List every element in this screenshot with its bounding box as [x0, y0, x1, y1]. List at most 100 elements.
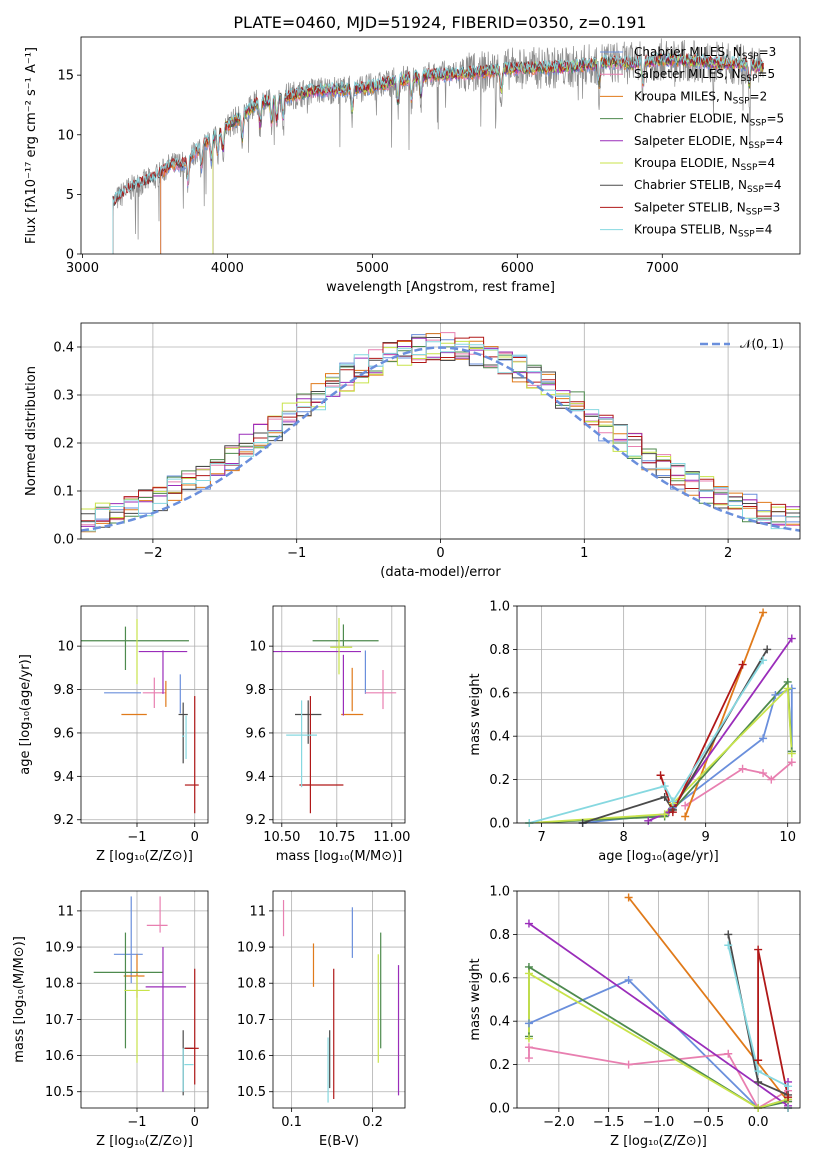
mass-weight-series-line — [659, 664, 744, 815]
mass-weight-point-marker — [681, 801, 690, 810]
legend-entry-name: Kroupa STELIB, N — [634, 223, 738, 237]
x-tick-label: 1 — [580, 546, 588, 561]
x-tick-label: 6000 — [501, 261, 534, 276]
y-tick-label: 15 — [57, 69, 74, 84]
legend-entry: Kroupa ELODIE, NSSP=4 — [634, 156, 775, 173]
mass-weight-point-marker — [784, 1093, 793, 1102]
mass-weight-series-line — [529, 659, 764, 823]
plot-frame — [516, 605, 801, 824]
mass-weight-point-marker — [624, 1060, 633, 1069]
mass-weight-point-marker — [759, 769, 768, 778]
y-tick-label: 10.8 — [45, 977, 74, 992]
x-axis-label: Z [log₁₀(Z/Z⊙)] — [96, 1134, 193, 1149]
plot-area-weight_vs_age — [529, 612, 793, 823]
mass-weight-point-marker — [524, 969, 533, 978]
y-tick-label: 0.0 — [489, 817, 510, 832]
legend-entry: Salpeter ELODIE, NSSP=4 — [634, 134, 783, 151]
legend-entry-sub: SSP — [741, 163, 758, 173]
legend-entry-name: Chabrier MILES, N — [634, 45, 742, 59]
legend-entry-sub: SSP — [746, 207, 763, 217]
y-tick-label: 0.8 — [489, 643, 510, 658]
y-tick-label: 10.6 — [237, 1049, 266, 1064]
plot-area-spectrum — [112, 38, 764, 254]
mass-weight-point-marker — [759, 608, 768, 617]
x-tick-label: −2 — [143, 546, 162, 561]
legend-entry-nssp: =4 — [765, 134, 783, 148]
mass-weight-point-marker — [754, 945, 763, 954]
y-tick-label: 0.2 — [53, 437, 74, 452]
plot-frame — [272, 605, 406, 824]
legend-entry-name: Salpeter MILES, N — [634, 67, 741, 81]
observed-spectrum-line — [112, 38, 764, 240]
x-tick-label: 11.00 — [373, 830, 410, 845]
mass-weight-point-marker — [524, 1019, 533, 1028]
model-spectrum-line — [112, 51, 764, 254]
legend-entry-nssp: =4 — [757, 156, 775, 170]
x-tick-label: 10.50 — [263, 830, 300, 845]
mass-weight-series-line — [684, 612, 764, 817]
plot-area-age_vs_Z — [81, 619, 199, 814]
mass-weight-point-marker — [754, 1077, 763, 1086]
mass-weight-point-marker — [771, 690, 780, 699]
panel-spectrum: 3000 4000 5000 6000 7000 0 5 10 15 wavelength [An… — [24, 36, 801, 295]
x-tick-label: −0.5 — [693, 1115, 725, 1130]
mass-weight-point-marker — [724, 930, 733, 939]
x-axis-label: Z [log₁₀(Z/Z⊙)] — [610, 1134, 707, 1149]
mass-weight-point-marker — [738, 660, 747, 669]
x-tick-label: −2.0 — [543, 1115, 575, 1130]
mass-weight-series-line — [528, 971, 789, 1108]
x-tick-label: 2 — [724, 546, 732, 561]
x-tick-label: −1 — [127, 830, 146, 845]
plot-frame — [516, 890, 801, 1109]
x-tick-label: 10.75 — [318, 830, 355, 845]
y-tick-label: 0.4 — [53, 341, 74, 356]
mass-weight-point-marker — [767, 775, 776, 784]
legend-entry: 𝒩(0, 1) — [740, 337, 784, 351]
panel-weight_vs_age: 7 8 9 10 0.0 0.2 0.4 0.6 0.8 1.0 age [log₁₀(age/yr… — [468, 600, 801, 864]
x-tick-label: 9 — [702, 830, 710, 845]
x-axis-label: mass [log₁₀(M/M⊙)] — [276, 849, 403, 864]
y-tick-label: 1.0 — [489, 885, 510, 900]
plot-frame — [272, 890, 406, 1109]
panel-age_vs_Z: −1 0 9.2 9.4 9.6 9.8 10 Z [log₁₀(Z/Z⊙)] age [log… — [18, 605, 209, 864]
y-tick-label: 9.6 — [245, 726, 266, 741]
y-tick-label: 9.4 — [245, 770, 266, 785]
mass-weight-point-marker — [763, 645, 772, 654]
mass-weight-point-marker — [759, 734, 768, 743]
histogram-step-line — [81, 336, 800, 522]
mass-weight-point-marker — [738, 764, 747, 773]
legend-entry-nssp: =3 — [759, 45, 777, 59]
mass-weight-point-marker — [754, 1067, 763, 1076]
x-tick-label: −1 — [127, 1115, 146, 1130]
x-tick-label: 7 — [537, 830, 545, 845]
legend-entry-nssp: =2 — [750, 89, 768, 103]
x-tick-label: 0.0 — [748, 1115, 769, 1130]
gaussian-reference-curve — [81, 346, 800, 532]
y-tick-label: 10 — [57, 128, 74, 143]
y-axis-label: mass weight — [468, 673, 483, 755]
y-tick-label: 9.4 — [53, 770, 74, 785]
panel-weight_vs_Z: −2.0 −1.5 −1.0 −0.5 0.0 0.0 0.2 0.4 0.6 0.8 1.0 Z [… — [468, 885, 801, 1149]
y-tick-label: 10 — [249, 640, 266, 655]
x-axis-label: wavelength [Angstrom, rest frame] — [326, 280, 555, 295]
mass-weight-point-marker — [524, 1043, 533, 1052]
mass-weight-point-marker — [660, 782, 669, 791]
mass-weight-point-marker — [624, 975, 633, 984]
mass-weight-series-line — [529, 679, 793, 823]
legend-entry: Salpeter STELIB, NSSP=3 — [634, 200, 780, 217]
y-tick-label: 0.8 — [489, 928, 510, 943]
plot-frame — [80, 36, 801, 255]
plot-frame — [80, 890, 209, 1109]
mass-weight-point-marker — [668, 808, 677, 817]
x-tick-label: 0.2 — [362, 1115, 383, 1130]
mass-weight-point-marker — [524, 1054, 533, 1063]
x-tick-label: 7000 — [646, 261, 679, 276]
plot-frame — [80, 605, 209, 824]
panel-age_vs_mass: 10.50 10.75 11.00 9.2 9.4 9.6 9.8 10 mass [log₁₀… — [245, 605, 410, 864]
mass-weight-series-line — [529, 686, 793, 823]
y-axis-label: mass weight — [468, 958, 483, 1040]
mass-weight-point-marker — [784, 1082, 793, 1091]
mass-weight-point-marker — [724, 941, 733, 950]
y-tick-label: 0.2 — [489, 773, 510, 788]
y-tick-label: 10.9 — [45, 941, 74, 956]
